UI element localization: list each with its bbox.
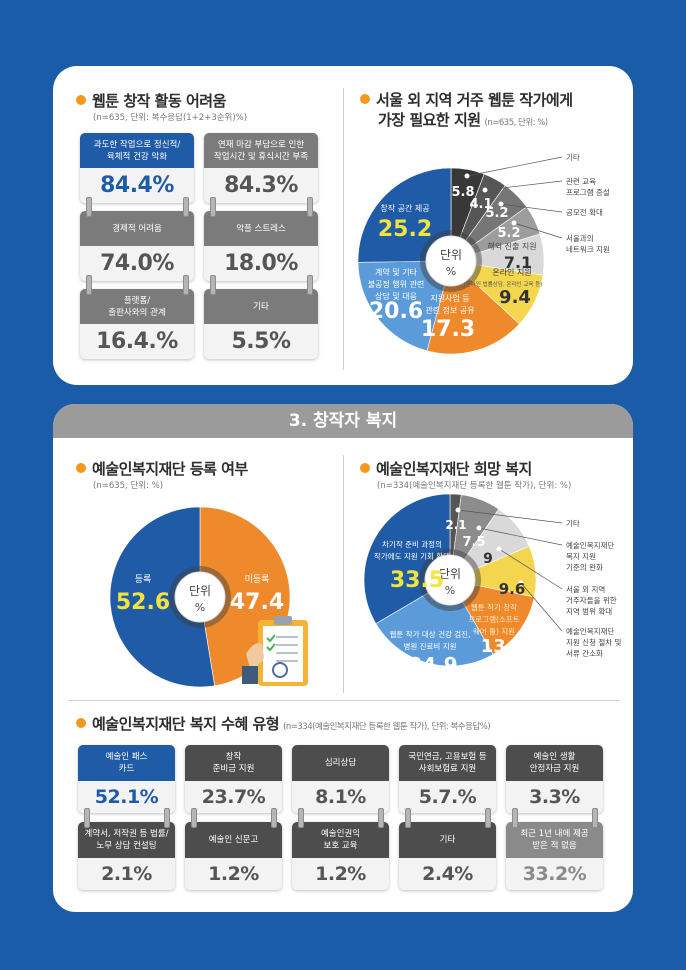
- divider: [343, 455, 344, 693]
- stat-card-label: 기타: [399, 822, 496, 858]
- stat-card-label: 창작 준비금 지원: [185, 745, 282, 781]
- ring-connector-icon: [512, 808, 518, 828]
- stat-card: 악플 스트레스 18.0%: [204, 211, 318, 281]
- regional-support-subtitle: (n=635, 단위: %): [484, 118, 549, 128]
- regional-support-title-line1: 서울 외 지역 거주 웹툰 작가에게: [376, 91, 573, 109]
- ring-connector-icon: [307, 197, 313, 217]
- divider: [343, 88, 344, 370]
- registration-title-text: 예술인복지재단 등록 여부: [92, 460, 248, 478]
- difficulties-subtitle: (n=635, 단위: 복수응답(1+2+3순위)%): [93, 113, 248, 123]
- stat-card: 경제적 어려움 74.0%: [80, 211, 194, 281]
- stat-card-value: 2.1%: [101, 863, 152, 885]
- stat-card-label: 예술인권익 보호 교육: [292, 822, 389, 858]
- stat-card-label: 플랫폼/ 출판사와의 관계: [80, 289, 194, 324]
- difficulties-title: 웹툰 창작 활동 어려움: [76, 90, 226, 111]
- ring-connector-icon: [378, 808, 384, 828]
- stat-card-value: 33.2%: [522, 863, 587, 885]
- stat-card-label: 악플 스트레스: [204, 211, 318, 246]
- bullet-icon: [360, 94, 370, 104]
- stat-card-label: 국민연금, 고용보험 등 사회보험료 지원: [399, 745, 496, 781]
- regional-support-title: 서울 외 지역 거주 웹툰 작가에게 가장 필요한 지원 (n=635, 단위: …: [360, 90, 573, 133]
- stat-card-value: 5.5%: [231, 329, 291, 354]
- stat-card-value: 2.4%: [422, 863, 473, 885]
- stat-card-label: 과도한 작업으로 정신적/ 육체적 건강 악화: [80, 133, 194, 168]
- stat-card-label: 기타: [204, 289, 318, 324]
- ring-connector-icon: [405, 808, 411, 828]
- difficulties-title-text: 웹툰 창작 활동 어려움: [92, 92, 226, 110]
- ring-connector-icon: [307, 275, 313, 295]
- stat-card: 예술인 신문고 1.2%: [185, 822, 282, 890]
- stat-card-value: 23.7%: [201, 786, 266, 808]
- ring-connector-icon: [485, 808, 491, 828]
- ring-connector-icon: [592, 808, 598, 828]
- stat-card-label: 경제적 어려움: [80, 211, 194, 246]
- section-header: 3. 창작자 복지: [53, 404, 633, 438]
- stat-card: 예술인 패스 카드 52.1%: [78, 745, 175, 813]
- stat-card-value: 1.2%: [315, 863, 366, 885]
- stat-card-label: 연재 마감 부담으로 인한 작업시간 및 휴식시간 부족: [204, 133, 318, 168]
- ring-connector-icon: [86, 197, 92, 217]
- stat-card: 연재 마감 부담으로 인한 작업시간 및 휴식시간 부족 84.3%: [204, 133, 318, 203]
- stat-card: 플랫폼/ 출판사와의 관계 16.4.%: [80, 289, 194, 359]
- ring-connector-icon: [164, 808, 170, 828]
- ring-connector-icon: [271, 808, 277, 828]
- stat-card-label: 심리상담: [292, 745, 389, 781]
- desired-welfare-title: 예술인복지재단 희망 복지: [360, 458, 532, 479]
- registration-subtitle: (n=635, 단위: %): [93, 481, 164, 491]
- stat-card: 최근 1년 내에 제공 받은 적 없음 33.2%: [506, 822, 603, 890]
- ring-connector-icon: [86, 275, 92, 295]
- ring-connector-icon: [298, 808, 304, 828]
- stat-card-value: 84.3%: [224, 173, 298, 198]
- ring-connector-icon: [191, 808, 197, 828]
- stat-card: 예술인권익 보호 교육 1.2%: [292, 822, 389, 890]
- stat-card-value: 52.1%: [94, 786, 159, 808]
- stat-card: 기타 5.5%: [204, 289, 318, 359]
- bullet-icon: [76, 718, 86, 728]
- stat-card: 심리상담 8.1%: [292, 745, 389, 813]
- stat-card: 예술인 생활 안정자금 지원 3.3%: [506, 745, 603, 813]
- desired-welfare-title-text: 예술인복지재단 희망 복지: [376, 460, 532, 478]
- bullet-icon: [76, 463, 86, 473]
- stat-card-label: 예술인 패스 카드: [78, 745, 175, 781]
- bullet-icon: [76, 95, 86, 105]
- stat-card-value: 5.7.%: [418, 786, 477, 808]
- registration-title: 예술인복지재단 등록 여부: [76, 458, 248, 479]
- divider: [68, 700, 620, 701]
- stat-card: 과도한 작업으로 정신적/ 육체적 건강 악화 84.4%: [80, 133, 194, 203]
- benefits-title: 예술인복지재단 복지 수혜 유형 (n=334(예술인복지재단 등록한 웹툰 작가…: [76, 713, 491, 734]
- stat-card: 계약서, 저작권 등 법률/ 노무 상담 컨설팅 2.1%: [78, 822, 175, 890]
- stat-card-value: 3.3%: [529, 786, 580, 808]
- benefits-subtitle: (n=334(예술인복지재단 등록한 웹툰 작가), 단위: 복수응답%): [283, 722, 491, 732]
- ring-connector-icon: [210, 275, 216, 295]
- stat-card-value: 8.1%: [315, 786, 366, 808]
- stat-card-label: 예술인 신문고: [185, 822, 282, 858]
- stat-card-label: 계약서, 저작권 등 법률/ 노무 상담 컨설팅: [78, 822, 175, 858]
- desired-welfare-subtitle: (n=334(예술인복지재단 등록한 웹툰 작가), 단위: %): [377, 481, 572, 491]
- stat-card-value: 1.2%: [208, 863, 259, 885]
- regional-support-title-line2: 가장 필요한 지원: [378, 111, 481, 129]
- stat-card-label: 최근 1년 내에 제공 받은 적 없음: [506, 822, 603, 858]
- stat-card-value: 84.4%: [100, 173, 174, 198]
- ring-connector-icon: [183, 197, 189, 217]
- benefits-title-text: 예술인복지재단 복지 수혜 유형: [92, 715, 280, 733]
- stat-card: 국민연금, 고용보험 등 사회보험료 지원 5.7.%: [399, 745, 496, 813]
- stat-card-value: 74.0%: [100, 251, 174, 276]
- stat-card-label: 예술인 생활 안정자금 지원: [506, 745, 603, 781]
- bullet-icon: [360, 463, 370, 473]
- stat-card: 창작 준비금 지원 23.7%: [185, 745, 282, 813]
- stat-card: 기타 2.4%: [399, 822, 496, 890]
- ring-connector-icon: [84, 808, 90, 828]
- stat-card-value: 18.0%: [224, 251, 298, 276]
- stat-card-value: 16.4.%: [96, 329, 178, 354]
- ring-connector-icon: [210, 197, 216, 217]
- ring-connector-icon: [183, 275, 189, 295]
